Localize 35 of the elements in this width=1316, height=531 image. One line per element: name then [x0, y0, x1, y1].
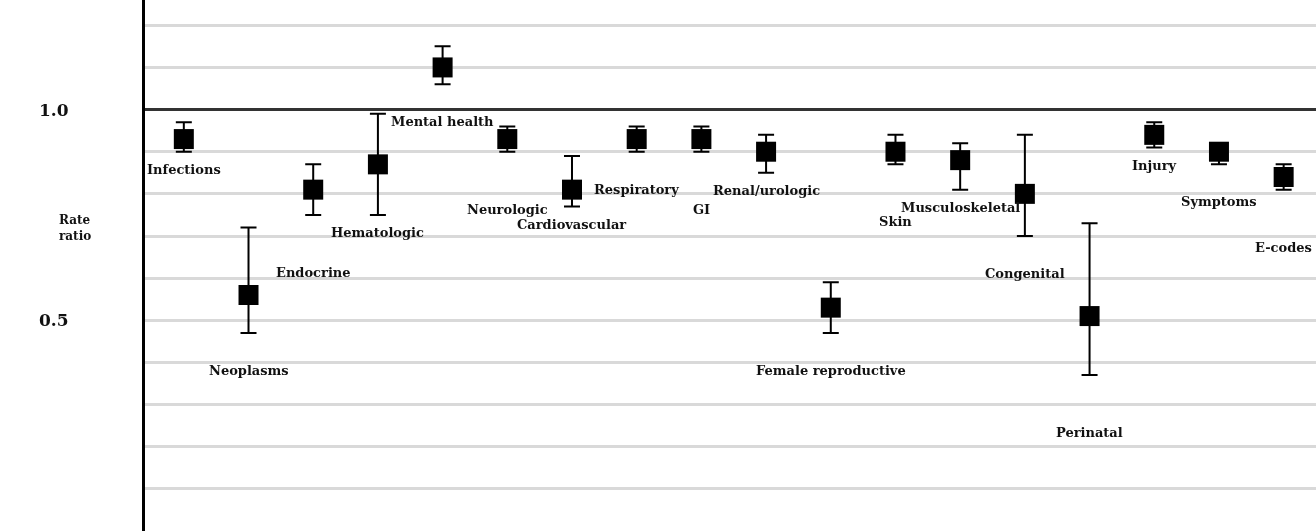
y-axis-title: Rate ratio	[59, 213, 92, 243]
point	[756, 141, 777, 162]
x-tick-label: Neoplasms	[209, 363, 289, 378]
x-tick-label: Mental health	[391, 114, 495, 129]
x-tick-label: Cardiovascular	[517, 217, 627, 232]
x-tick-label: Neurologic	[467, 202, 548, 217]
point	[303, 179, 324, 200]
x-tick-label: Endocrine	[276, 265, 351, 280]
point	[238, 285, 259, 305]
y-tick-label: 1.0	[39, 99, 69, 120]
point	[1014, 183, 1035, 204]
point	[950, 150, 971, 171]
x-tick-label: Female reproductive	[756, 363, 906, 378]
x-tick-label: Skin	[879, 214, 913, 229]
x-tick-label: Perinatal	[1056, 425, 1123, 440]
point	[1079, 306, 1100, 327]
x-tick-label: Respiratory	[594, 182, 680, 197]
point	[367, 154, 388, 175]
x-tick-label: GI	[693, 202, 711, 217]
point	[561, 179, 582, 200]
x-tick-label: Injury	[1132, 158, 1177, 173]
x-tick-label: Symptoms	[1181, 194, 1257, 209]
x-tick-label: E-codes	[1255, 240, 1312, 255]
y-tick-label: 0.5	[39, 310, 69, 331]
point	[1273, 167, 1294, 187]
x-tick-label: Hematologic	[331, 225, 425, 240]
point	[173, 129, 194, 150]
x-tick-label: Congenital	[985, 266, 1065, 281]
x-tick-label: Renal/urologic	[713, 183, 821, 198]
x-tick-label: Musculoskeletal	[901, 200, 1021, 215]
point	[1144, 124, 1165, 145]
point	[820, 297, 841, 318]
x-tick-label: Infections	[147, 162, 221, 177]
point	[432, 57, 453, 78]
point	[885, 141, 906, 162]
